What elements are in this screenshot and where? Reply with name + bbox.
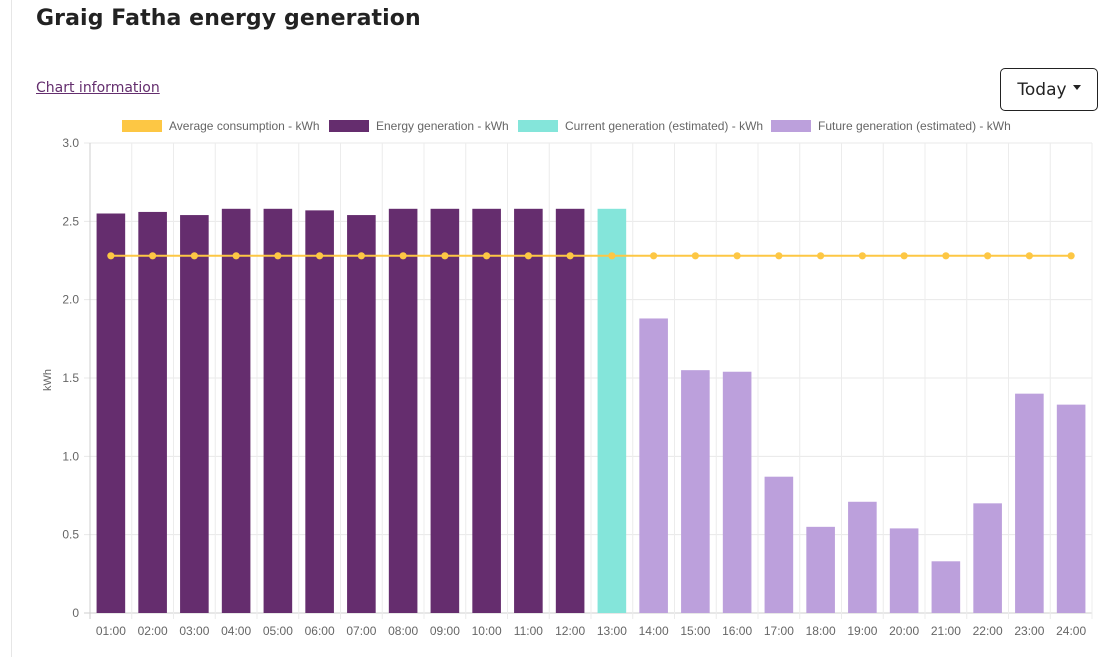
generation-bar — [263, 208, 293, 614]
generation-bar — [555, 208, 585, 614]
average-consumption-point — [357, 252, 365, 260]
average-consumption-point — [984, 252, 992, 260]
generation-bar — [347, 215, 376, 614]
x-tick-label: 23:00 — [1014, 624, 1044, 638]
x-tick-label: 05:00 — [263, 624, 293, 638]
average-consumption-point — [232, 252, 240, 260]
x-tick-label: 24:00 — [1056, 624, 1086, 638]
average-consumption-point — [1025, 252, 1033, 260]
future-generation-bar — [764, 476, 794, 613]
average-consumption-point — [942, 252, 950, 260]
future-generation-bar — [639, 318, 668, 613]
page-title: Graig Fatha energy generation — [36, 6, 421, 31]
x-tick-label: 11:00 — [514, 624, 543, 638]
y-tick-label: 0.5 — [62, 528, 79, 542]
generation-bar — [430, 208, 460, 614]
generation-bar — [472, 208, 501, 614]
future-generation-bar — [1056, 404, 1086, 613]
average-consumption-point — [274, 252, 282, 260]
x-tick-label: 20:00 — [889, 624, 919, 638]
x-tick-label: 16:00 — [722, 624, 752, 638]
future-generation-bar — [973, 503, 1002, 613]
legend-label: Current generation (estimated) - kWh — [565, 119, 763, 133]
average-consumption-point — [483, 252, 491, 260]
future-generation-bar — [889, 528, 919, 613]
y-tick-label: 3.0 — [62, 136, 79, 150]
x-tick-label: 19:00 — [847, 624, 877, 638]
caret-down-icon — [1072, 85, 1081, 90]
x-tick-label: 22:00 — [973, 624, 1003, 638]
x-tick-label: 04:00 — [221, 624, 251, 638]
average-consumption-point — [316, 252, 324, 260]
future-generation-bar — [848, 501, 877, 613]
average-consumption-point — [566, 252, 574, 260]
legend-label: Average consumption - kWh — [169, 119, 320, 133]
average-consumption-point — [733, 252, 741, 260]
period-dropdown-value: Today — [1017, 79, 1067, 100]
future-generation-bar — [722, 371, 752, 613]
average-consumption-point — [190, 252, 198, 260]
average-consumption-point — [817, 252, 825, 260]
average-consumption-point — [608, 252, 616, 260]
x-tick-label: 09:00 — [430, 624, 460, 638]
generation-bar — [96, 213, 126, 613]
generation-bar — [180, 215, 209, 614]
x-tick-label: 15:00 — [680, 624, 710, 638]
x-tick-label: 03:00 — [179, 624, 209, 638]
x-tick-label: 14:00 — [639, 624, 669, 638]
y-tick-label: 0 — [72, 606, 79, 620]
x-tick-label: 12:00 — [555, 624, 585, 638]
legend-label: Energy generation - kWh — [376, 119, 509, 133]
average-consumption-point — [900, 252, 908, 260]
future-generation-bar — [806, 526, 835, 613]
future-generation-bar — [681, 370, 710, 613]
generation-bar — [514, 208, 543, 614]
generation-bar — [221, 208, 251, 614]
x-tick-label: 10:00 — [472, 624, 502, 638]
average-consumption-point — [691, 252, 699, 260]
x-tick-label: 02:00 — [138, 624, 168, 638]
page-left-border — [11, 0, 12, 657]
future-generation-bar — [1015, 393, 1044, 613]
generation-bar — [138, 211, 167, 613]
average-consumption-point — [441, 252, 449, 260]
energy-chart: 0 0.5 1.0 1.5 2.0 2.5 3.0 kWh 01:00 02:00 03:00 04:… — [42, 119, 1093, 638]
period-dropdown[interactable]: Today — [1000, 68, 1098, 111]
future-generation-bar — [931, 561, 961, 613]
average-consumption-point — [775, 252, 783, 260]
generation-bar — [305, 210, 334, 613]
chart-information-link[interactable]: Chart information — [36, 80, 160, 96]
legend-swatch — [518, 120, 558, 132]
current-generation-bar — [597, 208, 627, 614]
x-tick-label: 01:00 — [96, 624, 126, 638]
y-axis-title: kWh — [42, 369, 54, 391]
y-tick-label: 2.0 — [62, 293, 79, 307]
x-tick-label: 21:00 — [931, 624, 961, 638]
average-consumption-point — [1067, 252, 1075, 260]
x-tick-label: 13:00 — [597, 624, 627, 638]
x-tick-label: 18:00 — [806, 624, 836, 638]
x-tick-label: 06:00 — [305, 624, 335, 638]
y-tick-label: 1.0 — [62, 449, 79, 463]
legend-swatch — [771, 120, 811, 132]
average-consumption-point — [399, 252, 407, 260]
average-consumption-point — [650, 252, 658, 260]
average-consumption-point — [107, 252, 115, 260]
x-tick-label: 08:00 — [388, 624, 418, 638]
average-consumption-point — [524, 252, 532, 260]
average-consumption-point — [858, 252, 866, 260]
average-consumption-point — [149, 252, 157, 260]
y-tick-label: 1.5 — [62, 371, 79, 385]
generation-bar — [388, 208, 418, 614]
x-tick-label: 17:00 — [764, 624, 794, 638]
legend-label: Future generation (estimated) - kWh — [818, 119, 1011, 133]
x-tick-label: 07:00 — [346, 624, 376, 638]
y-tick-label: 2.5 — [62, 214, 79, 228]
legend-swatch — [122, 120, 162, 132]
legend-swatch — [329, 120, 369, 132]
